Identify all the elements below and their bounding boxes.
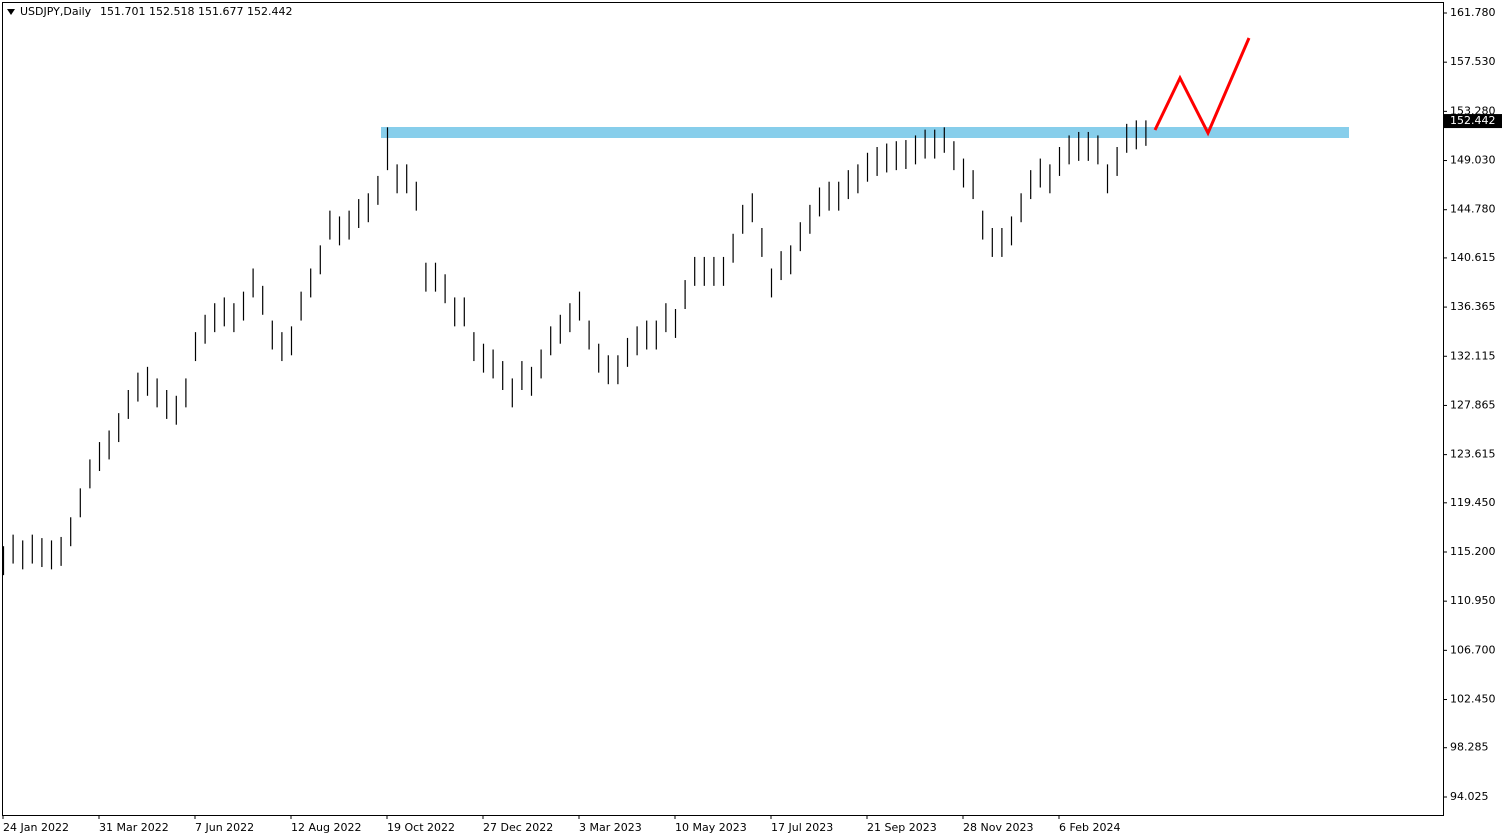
y-tick-label: 102.450 (1450, 693, 1496, 706)
x-tick-label: 7 Jun 2022 (195, 821, 254, 834)
y-tick-label: 106.700 (1450, 643, 1496, 656)
y-tick-label: 115.200 (1450, 545, 1496, 558)
header-value: 151.677 (198, 5, 244, 18)
x-tick-label: 19 Oct 2022 (387, 821, 455, 834)
dropdown-icon (7, 9, 15, 15)
y-tick-label: 119.450 (1450, 496, 1496, 509)
x-tick-label: 12 Aug 2022 (291, 821, 361, 834)
y-tick-label: 132.115 (1450, 349, 1496, 362)
y-tick-label: 123.615 (1450, 448, 1496, 461)
x-tick-label: 10 May 2023 (675, 821, 747, 834)
header-value: 152.518 (149, 5, 195, 18)
x-tick-label: 21 Sep 2023 (867, 821, 937, 834)
x-tick-label: 31 Mar 2022 (99, 821, 169, 834)
x-tick-label: 17 Jul 2023 (771, 821, 833, 834)
x-tick-label: 27 Dec 2022 (483, 821, 553, 834)
resistance-zone (381, 127, 1349, 138)
symbol-title: USDJPY,Daily (20, 5, 92, 18)
y-tick-label: 110.950 (1450, 594, 1496, 607)
x-tick-label: 6 Feb 2024 (1059, 821, 1120, 834)
header-value: 152.442 (247, 5, 293, 18)
y-tick-label: 127.865 (1450, 398, 1496, 411)
last-price-label: 152.442 (1450, 114, 1496, 127)
projection-arrow (1153, 37, 1251, 137)
y-tick-label: 149.030 (1450, 154, 1496, 167)
header-values: 151.701 152.518 151.677 152.442 (100, 5, 293, 18)
y-tick-label: 98.285 (1450, 741, 1489, 754)
y-tick-label: 161.780 (1450, 6, 1496, 19)
x-tick-label: 24 Jan 2022 (3, 821, 69, 834)
y-tick-label: 140.615 (1450, 251, 1496, 264)
y-tick-label: 144.780 (1450, 203, 1496, 216)
header-value: 151.701 (100, 5, 146, 18)
x-tick-label: 3 Mar 2023 (579, 821, 642, 834)
x-tick-label: 28 Nov 2023 (963, 821, 1033, 834)
y-tick-label: 136.365 (1450, 300, 1496, 313)
y-tick-label: 157.530 (1450, 55, 1496, 68)
y-tick-label: 94.025 (1450, 790, 1489, 803)
last-price-box (1444, 114, 1502, 129)
plot-frame (2, 2, 1444, 816)
